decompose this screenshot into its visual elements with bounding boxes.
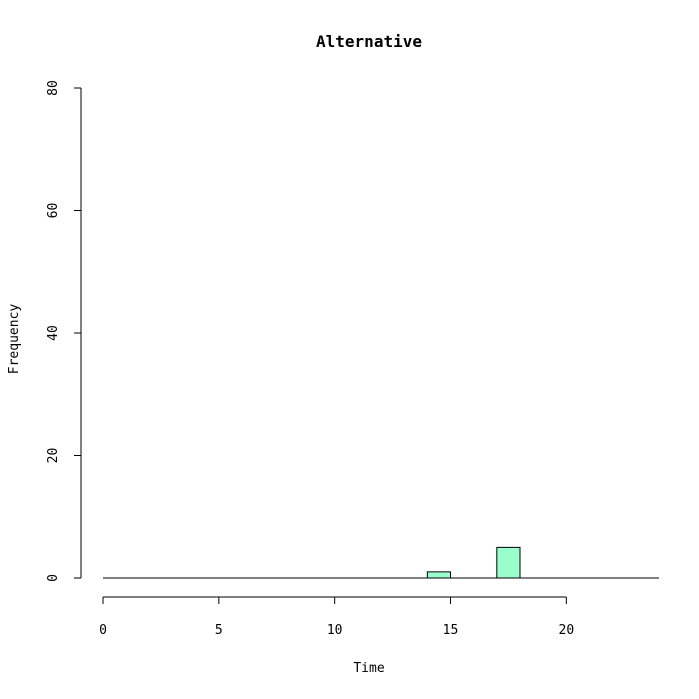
x-tick-label: 0 (99, 623, 107, 638)
x-tick-label: 5 (215, 623, 223, 638)
x-tick-label: 15 (443, 623, 459, 638)
y-tick-label: 20 (46, 448, 61, 464)
chart-title: Alternative (316, 32, 422, 51)
y-tick-label: 0 (46, 574, 61, 582)
x-tick-label: 20 (559, 623, 575, 638)
y-axis-label: Frequency (7, 304, 22, 375)
y-axis: 0 20 40 60 80 (46, 80, 82, 582)
x-tick-label: 10 (327, 623, 343, 638)
y-tick-label: 60 (46, 203, 61, 219)
plot-area (103, 546, 659, 579)
y-tick-label: 40 (46, 325, 61, 341)
histogram-bar (426, 571, 452, 579)
y-tick-label: 80 (46, 80, 61, 96)
x-axis: 0 5 10 15 20 (99, 596, 575, 638)
x-axis-label: Time (353, 661, 384, 676)
histogram-bar (496, 546, 521, 579)
